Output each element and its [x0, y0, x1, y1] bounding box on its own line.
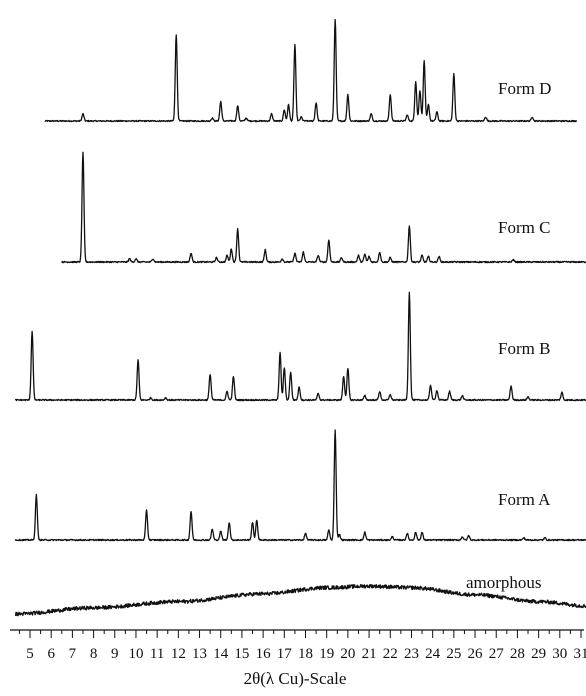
x-axis-ticks: [19, 630, 586, 638]
x-tick-label: 22: [383, 646, 398, 662]
x-tick-label: 30: [552, 646, 567, 662]
x-tick-label: 7: [69, 646, 77, 662]
x-tick-label: 20: [340, 646, 355, 662]
trace-form-c: [62, 152, 586, 262]
trace-form-d: [45, 20, 577, 122]
series-label-form-b: Form B: [498, 339, 550, 358]
x-tick-label: 9: [111, 646, 119, 662]
series-label-form-d: Form D: [498, 79, 551, 98]
x-tick-label: 27: [489, 646, 505, 662]
x-tick-label: 25: [446, 646, 461, 662]
x-tick-label: 23: [404, 646, 419, 662]
pattern-traces: [15, 20, 586, 616]
x-tick-label: 6: [47, 646, 55, 662]
trace-form-a: [15, 430, 586, 541]
x-tick-label: 15: [234, 646, 249, 662]
x-tick-label: 31: [574, 646, 586, 662]
x-tick-label: 13: [192, 646, 207, 662]
x-tick-label: 11: [150, 646, 164, 662]
x-tick-label: 28: [510, 646, 525, 662]
x-tick-label: 14: [213, 646, 229, 662]
x-axis-label: 2θ(λ Cu)-Scale: [244, 669, 347, 688]
x-tick-label: 10: [128, 646, 143, 662]
x-tick-label: 8: [90, 646, 98, 662]
x-tick-label: 16: [256, 646, 272, 662]
series-label-form-a: Form A: [498, 490, 551, 509]
x-tick-label: 12: [171, 646, 186, 662]
x-tick-label: 21: [362, 646, 377, 662]
x-tick-label: 5: [26, 646, 34, 662]
x-tick-label: 24: [425, 646, 441, 662]
series-label-amorphous: amorphous: [466, 573, 542, 592]
x-tick-label: 17: [277, 646, 293, 662]
x-tick-label: 19: [319, 646, 334, 662]
x-tick-label: 18: [298, 646, 313, 662]
series-label-form-c: Form C: [498, 218, 550, 237]
series-labels: Form D Form C Form B Form A amorphous: [466, 79, 551, 592]
x-tick-label: 29: [531, 646, 546, 662]
x-tick-label: 26: [468, 646, 484, 662]
